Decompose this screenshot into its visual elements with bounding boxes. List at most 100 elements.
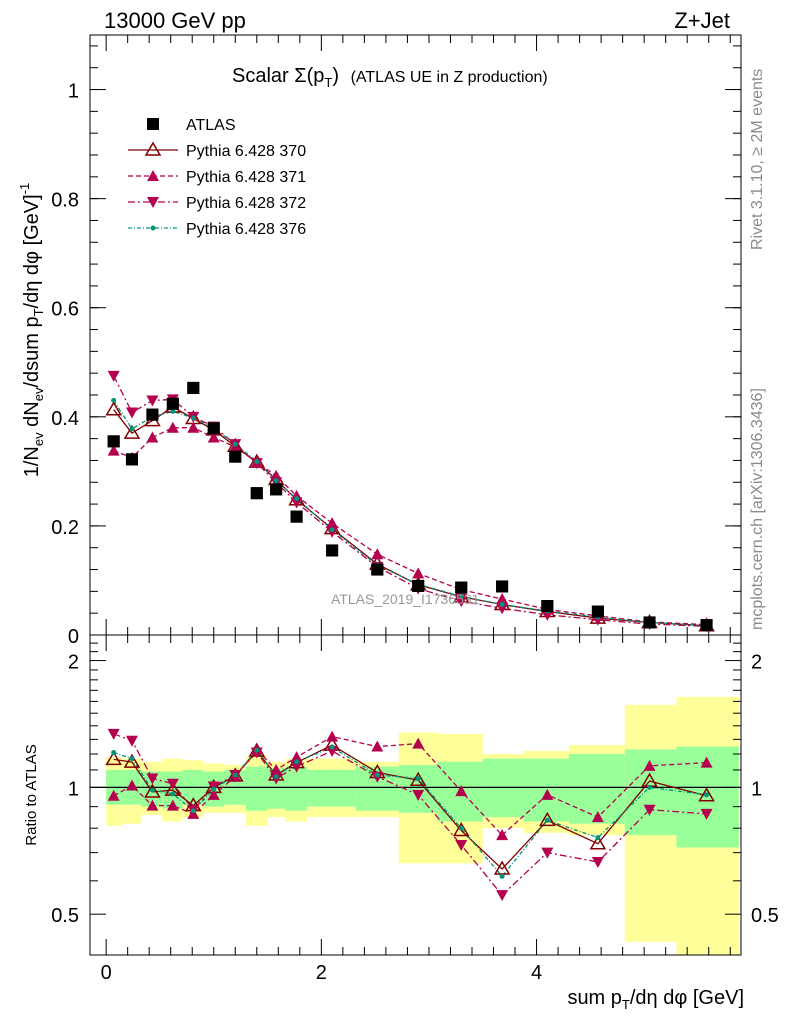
atlas-point-10 [326, 544, 339, 557]
ratio-3-point-2 [149, 787, 155, 793]
ylabel-p2: dN [21, 401, 43, 432]
series-2-point-4 [187, 421, 200, 433]
series-4-point-0 [111, 397, 117, 403]
series-3-point-0 [107, 370, 120, 382]
main-data-marks [105, 370, 715, 633]
band-green-10 [307, 769, 356, 807]
ylabel-sup: -1 [17, 183, 32, 195]
series-3-point-1 [125, 407, 138, 419]
ratio-3-point-9 [294, 759, 300, 765]
ratio-2-point-18 [700, 808, 713, 820]
xlabel-p2: /dη dφ [GeV] [630, 987, 744, 1009]
ylabel-sub3: T [31, 308, 46, 316]
rivet-label: Rivet 3.1.10, ≥ 2M events [749, 69, 766, 250]
band-green-16 [568, 754, 625, 824]
ratio-3-point-16 [595, 835, 601, 841]
series-2-point-10 [326, 517, 339, 529]
series-2-point-2 [146, 431, 159, 443]
legend-label-1: Pythia 6.428 370 [186, 143, 306, 160]
title-suffix: (ATLAS UE in Z production) [351, 69, 548, 86]
ylabel-p1: 1/N [21, 446, 43, 477]
atlas-point-5 [207, 422, 220, 435]
ratio-1-point-16 [591, 811, 604, 823]
atlas-point-6 [229, 450, 242, 463]
ratio-3-point-4 [190, 808, 196, 814]
ratio-1-point-18 [700, 756, 713, 768]
xlabel-p1: sum p [567, 987, 621, 1009]
ratio-3-point-7 [254, 747, 260, 753]
x-tick-label-2: 4 [531, 962, 542, 984]
atlas-point-0 [107, 435, 120, 448]
ylabel-p4: /dη dφ [GeV] [21, 194, 43, 308]
ratio-2-point-0 [107, 728, 120, 740]
ratio-1-point-15 [541, 788, 554, 800]
ratio-3-point-11 [374, 772, 380, 778]
legend-label-0: ATLAS [186, 117, 236, 134]
series-4-point-1 [129, 426, 135, 432]
y-tick-label-2: 0.4 [51, 408, 79, 430]
y-tick-label-3: 0.6 [51, 299, 79, 321]
ratio-2-point-14 [496, 890, 509, 902]
ratio-1-point-17 [643, 759, 656, 771]
title-close: ) [332, 65, 339, 87]
legend-marker-2 [147, 170, 159, 181]
ratio-1-point-14 [496, 829, 509, 841]
band-green-15 [523, 758, 569, 822]
x-tick-label-1: 2 [316, 962, 327, 984]
ratio-3-point-13 [458, 825, 464, 831]
ratio-3-point-8 [273, 774, 279, 780]
series-3-point-15 [541, 609, 554, 621]
ylabel-p3: /dsum p [21, 316, 43, 387]
ratio-tick-label-0: 0.5 [51, 905, 79, 927]
ratio-1-point-9 [290, 751, 303, 763]
legend: ATLAS Pythia 6.428 370 Pythia 6.428 371 Pyt… [128, 117, 306, 238]
band-green-8 [267, 768, 286, 809]
ratio-3-point-5 [211, 786, 217, 792]
ratio-1-point-1 [125, 779, 138, 791]
series-2-point-5 [207, 431, 220, 443]
series-1-point-0 [105, 401, 122, 416]
process-label: Z+Jet [674, 8, 730, 33]
ratio-2-point-3 [166, 778, 179, 790]
atlas-point-12 [412, 579, 425, 592]
y-axis-label: 1/Nev dNev/dsum pT/dη dφ [GeV]-1 [17, 183, 46, 478]
ratio-3-point-14 [499, 873, 505, 879]
series-2-point-11 [371, 548, 384, 560]
atlas-point-3 [166, 397, 179, 410]
ratio-2-point-1 [125, 735, 138, 747]
ratio-1-point-10 [326, 730, 339, 742]
ratio-tick-label-right-0: 0.5 [751, 905, 779, 927]
atlas-point-17 [643, 616, 656, 629]
series-2-point-3 [166, 421, 179, 433]
title-main: Scalar Σ(p [232, 65, 324, 87]
atlas-point-8 [270, 483, 283, 496]
ratio-0-point-2 [144, 783, 161, 798]
y-tick-label-1: 0.2 [51, 517, 79, 539]
atlas-point-9 [290, 510, 303, 523]
ylabel-sub2: ev [31, 387, 46, 401]
x-axis-label: sum pT/dη dφ [GeV] [567, 987, 744, 1012]
series-3-point-10 [326, 526, 339, 538]
ratio-3-point-0 [111, 750, 117, 756]
energy-label: 13000 GeV pp [104, 8, 246, 33]
ratio-1-point-11 [371, 740, 384, 752]
xlabel-sub: T [622, 997, 630, 1012]
ratio-3-point-6 [232, 772, 238, 778]
series-4-point-10 [329, 527, 335, 533]
series-3-point-14 [496, 603, 509, 615]
series-4-point-3 [170, 408, 176, 414]
series-2-point-14 [496, 593, 509, 604]
ylabel-sub1: ev [31, 432, 46, 446]
atlas-point-11 [371, 563, 384, 576]
atlas-point-13 [455, 581, 468, 594]
legend-label-3: Pythia 6.428 372 [186, 195, 306, 212]
mcplots-label: mcplots.cern.ch [arXiv:1306.3436] [749, 388, 766, 630]
series-4-point-6 [232, 441, 238, 447]
ratio-0-point-15 [539, 811, 556, 827]
legend-marker-0 [147, 118, 159, 130]
band-green-9 [285, 766, 308, 811]
series-4-point-4 [190, 415, 196, 421]
ratio-2-point-13 [455, 839, 468, 851]
plot-title: Scalar Σ(pT) (ATLAS UE in Z production) [232, 65, 548, 90]
ratio-2-point-2 [146, 773, 159, 785]
